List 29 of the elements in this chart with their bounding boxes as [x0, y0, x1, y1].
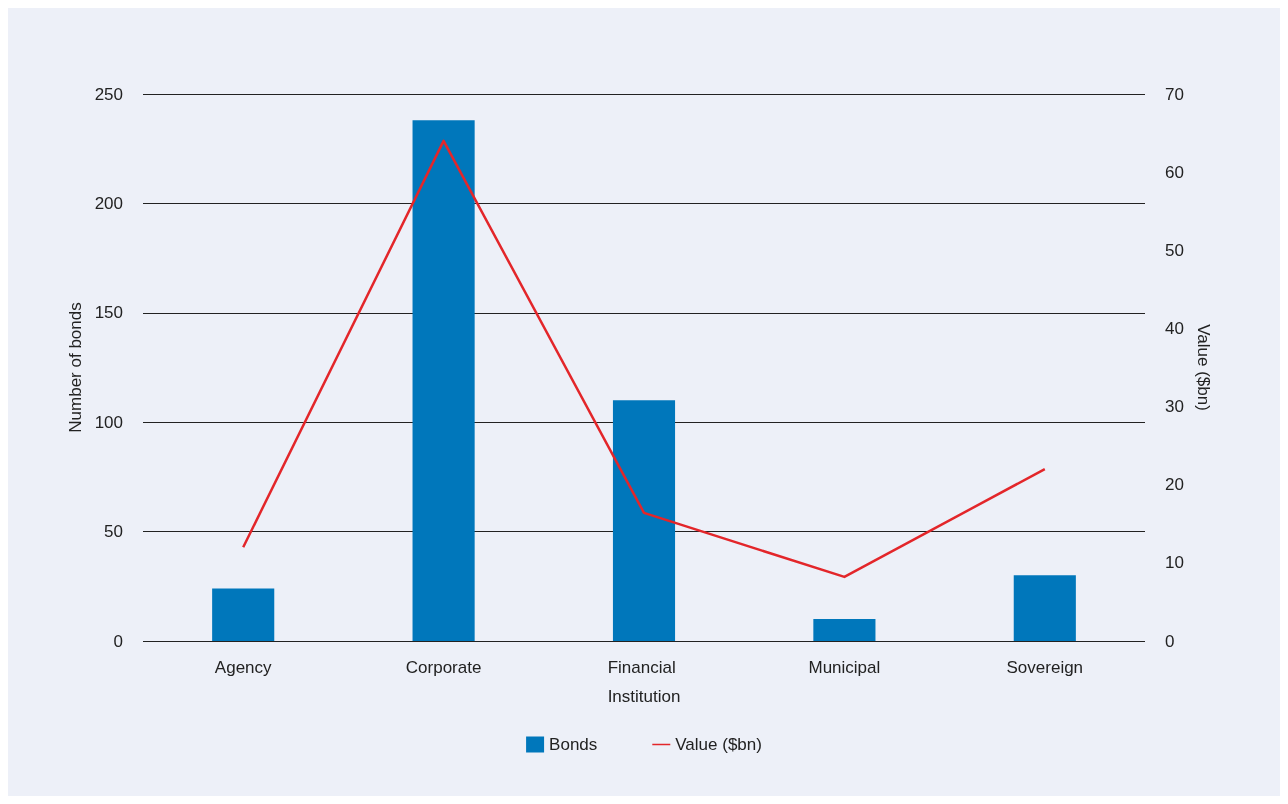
x-tick-label: Municipal	[808, 658, 881, 677]
bar	[412, 120, 475, 641]
line-series	[241, 139, 1047, 579]
bar	[813, 619, 876, 641]
y-tick-label: 150	[94, 303, 123, 323]
y-tick-label: 250	[94, 84, 123, 104]
y2-tick-label: 50	[1165, 240, 1184, 260]
y-axis-title: Number of bonds	[65, 302, 85, 433]
y2-tick-label: 10	[1165, 553, 1184, 573]
legend-label: Value ($bn)	[675, 735, 762, 754]
y2-tick-label: 70	[1165, 84, 1184, 104]
x-tick-label: Corporate	[405, 658, 482, 677]
y-tick-label: 0	[113, 631, 123, 651]
x-tick-label: Financial Institution	[607, 658, 681, 706]
y2-tick-label: 60	[1165, 162, 1184, 182]
y2-tick-label: 40	[1165, 318, 1184, 338]
y-tick-label: 200	[94, 193, 123, 213]
y2-tick-label: 30	[1165, 397, 1184, 417]
bar	[612, 400, 676, 641]
bar	[212, 588, 275, 641]
y-tick-label: 50	[104, 522, 123, 542]
x-tick-label: Agency	[214, 658, 273, 677]
y-tick-label: 100	[94, 412, 123, 432]
y2-tick-label: 20	[1165, 475, 1184, 495]
x-tick-label: Sovereign	[1006, 658, 1084, 677]
y2-axis-title: Value ($bn)	[1194, 324, 1213, 411]
y2-tick-label: 0	[1165, 631, 1175, 651]
legend-label: Bonds	[549, 735, 598, 754]
bar	[1013, 575, 1076, 641]
